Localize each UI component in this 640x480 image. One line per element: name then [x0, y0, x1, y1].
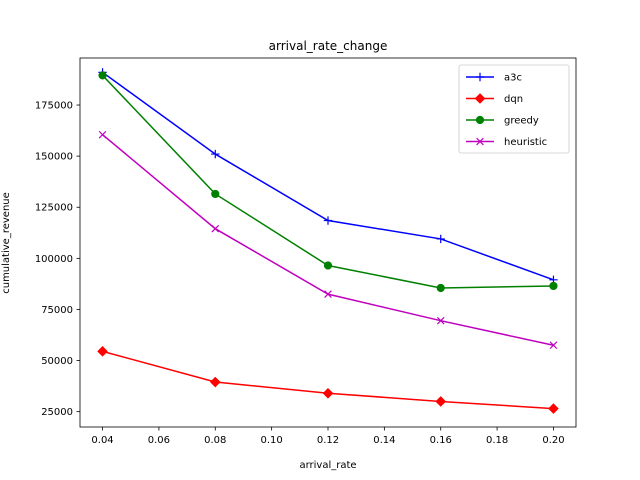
- data-point-greedy: [323, 261, 333, 270]
- data-point-heuristic: [98, 130, 107, 139]
- y-tick-label: 125000: [35, 203, 73, 214]
- legend-frame: [458, 64, 570, 154]
- series-heuristic: [98, 130, 558, 350]
- legend-marker-dqn: [474, 93, 486, 104]
- data-point-greedy: [98, 71, 107, 80]
- series-greedy: [98, 71, 558, 293]
- y-tick-label: 25000: [41, 407, 73, 418]
- legend: a3c dqn greedy heuristic: [458, 64, 570, 154]
- data-point-heuristic: [324, 290, 332, 298]
- data-point-a3c: [436, 234, 445, 244]
- data-point-a3c: [211, 149, 220, 159]
- data-point-a3c: [323, 216, 333, 225]
- data-point-greedy: [549, 281, 558, 291]
- y-tick-label: 50000: [41, 356, 73, 367]
- plot-area: 0.04 0.06 0.08 0.10 0.12 0.14 0.16 0.18 0.20 2500…: [35, 57, 577, 446]
- data-point-dqn: [548, 403, 559, 414]
- y-tick-label: 100000: [35, 254, 73, 265]
- x-tick-label: 0.14: [373, 435, 395, 446]
- legend-marker-greedy: [475, 115, 485, 125]
- data-point-dqn: [322, 387, 334, 399]
- data-point-dqn: [209, 376, 221, 388]
- data-point-dqn: [97, 346, 108, 357]
- x-tick-label: 0.06: [148, 435, 170, 446]
- x-tick-label: 0.04: [91, 435, 113, 446]
- x-tick-label: 0.10: [261, 435, 283, 446]
- y-tick-label: 75000: [41, 305, 73, 316]
- data-point-dqn: [435, 396, 447, 407]
- x-axis-label: arrival_rate: [299, 460, 356, 471]
- series-dqn: [97, 346, 559, 414]
- chart-title: arrival_rate_change: [269, 39, 388, 53]
- y-tick-label: 175000: [35, 101, 73, 112]
- y-axis-label: cumulative_revenue: [1, 192, 12, 294]
- x-tick-label: 0.20: [542, 435, 564, 446]
- data-point-heuristic: [549, 341, 558, 350]
- data-point-heuristic: [436, 316, 445, 325]
- legend-marker-heuristic: [476, 137, 484, 146]
- x-tick-label: 0.16: [430, 435, 452, 446]
- legend-label-dqn: dqn: [504, 94, 523, 105]
- x-tick-label: 0.18: [486, 435, 508, 446]
- legend-marker-a3c: [475, 72, 485, 82]
- y-tick-label: 150000: [35, 152, 73, 163]
- legend-label-heuristic: heuristic: [504, 137, 547, 148]
- data-point-greedy: [436, 283, 445, 293]
- data-point-heuristic: [211, 224, 220, 233]
- x-tick-label: 0.12: [317, 435, 339, 446]
- x-tick-label: 0.08: [204, 435, 226, 446]
- legend-label-a3c: a3c: [504, 73, 522, 84]
- data-point-greedy: [211, 189, 220, 199]
- legend-label-greedy: greedy: [504, 116, 539, 127]
